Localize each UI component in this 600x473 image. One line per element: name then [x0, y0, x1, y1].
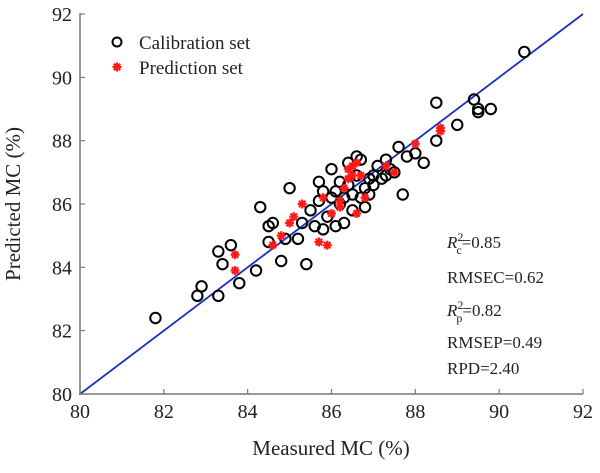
y-axis-label: Predicted MC (%) — [1, 127, 25, 281]
calibration-point — [295, 216, 309, 230]
legend-label-prediction: Prediction set — [139, 58, 244, 79]
prediction-point — [289, 212, 299, 222]
y-tick-label: 92 — [52, 4, 72, 26]
prediction-point — [276, 231, 286, 241]
y-tick-label: 88 — [52, 131, 72, 153]
stat-r2p: R2 p=0.82 — [446, 298, 502, 325]
legend-marker-prediction — [112, 62, 122, 72]
x-tick-label: 90 — [489, 401, 509, 423]
calibration-point — [367, 178, 380, 192]
prediction-point — [314, 237, 324, 247]
calibration-point — [224, 238, 238, 252]
y-tick-label: 82 — [52, 321, 72, 343]
calibration-point — [216, 257, 229, 271]
calibration-point — [275, 254, 288, 268]
x-ticks: 80 82 84 86 88 90 92 — [70, 389, 593, 423]
x-tick-label: 80 — [70, 401, 90, 423]
calibration-point — [212, 289, 225, 303]
prediction-point — [230, 266, 240, 275]
prediction-point — [389, 167, 399, 177]
calibration-point — [291, 232, 305, 246]
calibration-point — [358, 200, 372, 214]
y-tick-label: 86 — [52, 194, 72, 216]
calibration-point — [149, 311, 162, 325]
legend-asterisk-icon — [112, 62, 122, 72]
legend-label-calibration: Calibration set — [139, 33, 251, 54]
prediction-point — [297, 199, 307, 209]
calibration-point — [430, 134, 443, 147]
calibration-point — [212, 245, 225, 258]
prediction-point — [410, 139, 420, 149]
prediction-point — [335, 202, 345, 212]
x-axis-label: Measured MC (%) — [252, 436, 409, 460]
x-tick-label: 82 — [154, 401, 174, 423]
y-ticks: 80 82 84 86 88 90 92 — [52, 4, 85, 406]
points-layer — [149, 45, 531, 325]
prediction-point — [322, 240, 332, 250]
prediction-point — [352, 209, 362, 218]
prediction-point — [352, 158, 362, 168]
y-tick-label: 84 — [52, 257, 72, 279]
calibration-point — [266, 216, 280, 230]
calibration-point — [472, 105, 485, 119]
legend: Calibration set Prediction set — [111, 33, 251, 79]
prediction-point — [285, 218, 295, 228]
calibration-point — [195, 280, 208, 293]
one-to-one-line — [79, 13, 584, 395]
statistics-annotation: R2 c=0.85 RMSEC=0.62 R2 p=0.82 RMSEP=0.49 … — [446, 230, 544, 378]
calibration-point — [388, 166, 401, 179]
calibration-point — [337, 216, 351, 230]
calibration-point — [451, 118, 464, 132]
prediction-point — [327, 209, 336, 218]
reference-line-layer — [79, 13, 584, 395]
prediction-point — [360, 193, 370, 203]
calibration-point — [325, 162, 338, 176]
stat-rmsep: RMSEP=0.49 — [447, 333, 542, 352]
calibration-point — [484, 102, 497, 116]
y-tick-label: 80 — [52, 384, 72, 406]
prediction-point — [381, 161, 391, 171]
x-tick-label: 84 — [238, 401, 258, 423]
calibration-point — [283, 181, 296, 195]
calibration-point — [430, 96, 443, 109]
stat-r2c: R2 c=0.85 — [446, 230, 501, 257]
calibration-point — [233, 276, 246, 290]
prediction-point — [268, 240, 278, 250]
prediction-point — [347, 171, 357, 180]
x-tick-label: 88 — [405, 401, 425, 423]
x-tick-label: 92 — [573, 401, 593, 423]
calibration-point — [518, 45, 531, 59]
prediction-point — [339, 183, 349, 193]
calibration-point — [396, 188, 409, 201]
stat-rpd: RPD=2.40 — [447, 359, 519, 378]
prediction-point — [230, 250, 240, 260]
stat-rmsec: RMSEC=0.62 — [447, 268, 544, 287]
prediction-point — [318, 193, 328, 203]
calibration-point — [300, 257, 313, 271]
calibration-point — [249, 264, 263, 277]
calibration-point — [392, 140, 405, 154]
prediction-point — [435, 123, 445, 133]
calibration-point — [316, 223, 330, 236]
legend-marker-calibration — [111, 36, 123, 48]
x-tick-label: 86 — [322, 401, 342, 423]
y-tick-label: 90 — [52, 67, 72, 89]
calibration-point — [417, 156, 430, 170]
calibration-point — [254, 200, 267, 214]
calibration-point — [304, 204, 317, 217]
prediction-point — [356, 171, 366, 180]
